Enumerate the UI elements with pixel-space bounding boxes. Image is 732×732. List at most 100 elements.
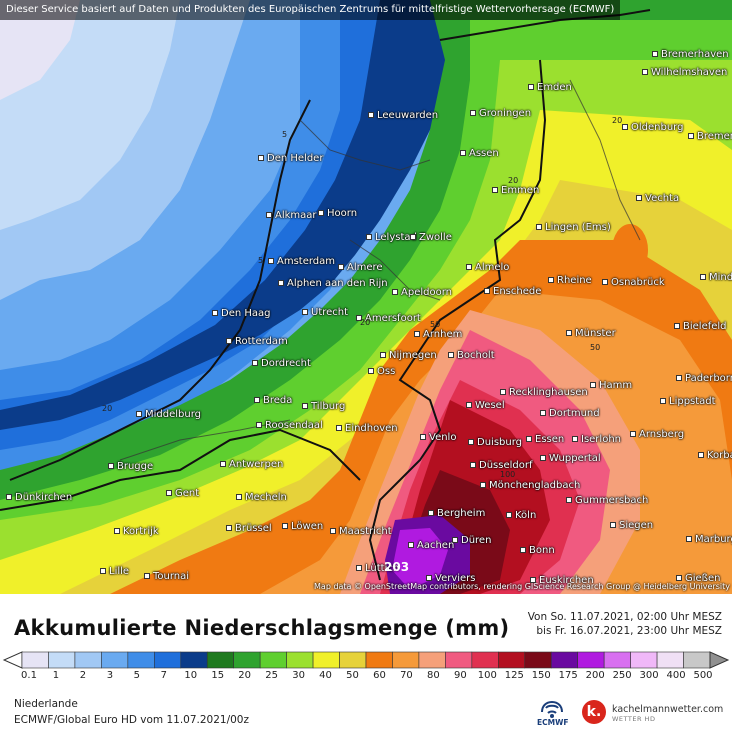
city-marker-icon <box>526 436 532 442</box>
legend-swatch <box>339 651 367 669</box>
city-name: Hamm <box>599 380 633 391</box>
city-label: Euskirchen <box>530 575 594 586</box>
city-label: Dordrecht <box>252 358 311 369</box>
city-label: Alphen aan den Rijn <box>278 278 388 289</box>
city-label: Almelo <box>466 262 509 273</box>
city-marker-icon <box>492 187 498 193</box>
city-name: Oss <box>377 366 396 377</box>
city-marker-icon <box>336 425 342 431</box>
city-marker-icon <box>468 439 474 445</box>
city-name: Bergheim <box>437 508 486 519</box>
legend-swatch <box>206 651 234 669</box>
city-marker-icon <box>356 315 362 321</box>
legend-swatch <box>127 651 155 669</box>
city-label: Mönchengladbach <box>480 480 580 491</box>
city-marker-icon <box>470 462 476 468</box>
legend-swatch <box>154 651 182 669</box>
city-name: Bremerhaven <box>661 49 729 60</box>
legend-tick-label: 100 <box>477 670 497 681</box>
city-name: Essen <box>535 434 565 445</box>
city-marker-icon <box>470 110 476 116</box>
legend-tick-label: 300 <box>639 670 659 681</box>
city-label: Bremerhaven <box>652 49 729 60</box>
city-marker-icon <box>630 431 636 437</box>
city-marker-icon <box>688 133 694 139</box>
city-name: Breda <box>263 395 293 406</box>
period-end: bis Fr. 16.07.2021, 23:00 Uhr MESZ <box>536 625 722 637</box>
legend-tick-label: 175 <box>558 670 578 681</box>
legend-tick-label: 500 <box>693 670 713 681</box>
city-name: Amersfoort <box>365 313 421 324</box>
city-name: Dortmund <box>549 408 600 419</box>
city-marker-icon <box>428 510 434 516</box>
legend-tick-label: 10 <box>184 670 198 681</box>
city-name: Bocholt <box>457 350 495 361</box>
city-name: Siegen <box>619 520 654 531</box>
city-label: Amsterdam <box>268 256 335 267</box>
city-marker-icon <box>114 528 120 534</box>
city-marker-icon <box>660 398 666 404</box>
city-marker-icon <box>590 382 596 388</box>
legend-tick-label: 60 <box>373 670 386 681</box>
contour-value-label: 50 <box>430 320 441 329</box>
city-marker-icon <box>686 536 692 542</box>
city-label: Groningen <box>470 108 531 119</box>
contour-value-label: 20 <box>508 176 519 185</box>
city-label: Löwen <box>282 521 323 532</box>
city-label: Paderborn <box>676 373 732 384</box>
legend-swatch <box>603 651 631 669</box>
city-label: Roosendaal <box>256 420 323 431</box>
city-label: Alkmaar <box>266 210 317 221</box>
city-marker-icon <box>338 264 344 270</box>
city-name: Assen <box>469 148 499 159</box>
city-marker-icon <box>602 279 608 285</box>
city-label: Iserlohn <box>572 434 621 445</box>
map-attribution[interactable]: Map data © OpenStreetMap contributors, r… <box>314 582 730 591</box>
kachelmann-logo-icon[interactable]: k. <box>582 700 606 724</box>
legend-swatch <box>233 651 261 669</box>
contour-value-label: 203 <box>384 560 410 574</box>
city-label: Dünkirchen <box>6 492 72 503</box>
city-marker-icon <box>408 542 414 548</box>
city-name: Rotterdam <box>235 336 288 347</box>
city-label: Oss <box>368 366 395 377</box>
city-label: Münster <box>566 328 616 339</box>
city-label: Rotterdam <box>226 336 288 347</box>
kachelmann-site-name[interactable]: kachelmannwetter.com <box>612 704 724 715</box>
city-marker-icon <box>506 512 512 518</box>
map-canvas <box>0 0 732 594</box>
city-label: Vechta <box>636 193 679 204</box>
legend-swatch <box>498 651 526 669</box>
city-name: Alkmaar <box>275 210 317 221</box>
legend-swatch <box>392 651 420 669</box>
city-label: Lippstadt <box>660 396 716 407</box>
city-marker-icon <box>268 258 274 264</box>
city-label: Leeuwarden <box>368 110 438 121</box>
legend-tick-label: 80 <box>427 670 440 681</box>
city-label: Bergheim <box>428 508 485 519</box>
city-name: Middelburg <box>145 409 202 420</box>
legend-tick-label: 30 <box>292 670 305 681</box>
city-name: Alphen aan den Rijn <box>287 278 388 289</box>
city-label: Maastricht <box>330 526 392 537</box>
city-name: Löwen <box>291 521 324 532</box>
city-label: Dortmund <box>540 408 600 419</box>
city-marker-icon <box>530 577 536 583</box>
city-name: Eindhoven <box>345 423 398 434</box>
city-label: Lille <box>100 566 129 577</box>
legend-tick-label: 20 <box>238 670 252 681</box>
city-label: Wesel <box>466 400 505 411</box>
city-label: Gent <box>166 488 199 499</box>
city-marker-icon <box>136 411 142 417</box>
city-name: Vechta <box>645 193 680 204</box>
city-name: Köln <box>515 510 537 521</box>
city-marker-icon <box>236 494 242 500</box>
city-label: Almere <box>338 262 383 273</box>
ecmwf-logo-text: ECMWF <box>537 718 569 727</box>
city-name: Antwerpen <box>229 459 284 470</box>
city-label: Emden <box>528 82 572 93</box>
legend-swatch <box>48 651 76 669</box>
city-name: Groningen <box>479 108 532 119</box>
city-label: Hoorn <box>318 208 357 219</box>
city-label: Korbach <box>698 450 732 461</box>
